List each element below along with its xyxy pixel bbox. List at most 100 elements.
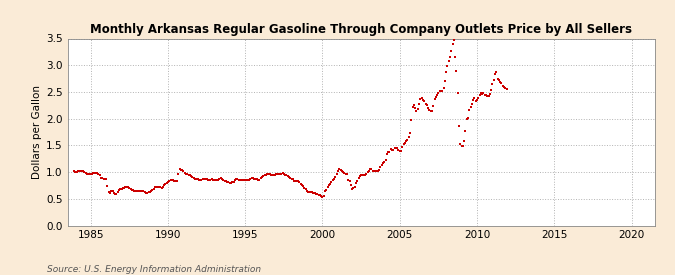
Point xyxy=(431,95,441,99)
Point xyxy=(377,163,387,167)
Point xyxy=(167,178,178,183)
Point xyxy=(364,167,375,171)
Point xyxy=(126,187,137,192)
Point xyxy=(98,177,109,181)
Point xyxy=(186,174,196,179)
Point xyxy=(308,190,319,195)
Point xyxy=(443,59,454,64)
Point xyxy=(201,177,212,182)
Point xyxy=(320,189,331,193)
Point xyxy=(230,178,240,183)
Point xyxy=(263,172,274,176)
Point xyxy=(160,182,171,186)
Point xyxy=(397,144,408,149)
Point xyxy=(293,179,304,184)
Point xyxy=(190,177,200,181)
Point xyxy=(83,172,94,176)
Point xyxy=(330,174,341,179)
Point xyxy=(153,185,163,190)
Point xyxy=(285,175,296,180)
Point xyxy=(245,176,256,181)
Point xyxy=(300,187,311,191)
Point xyxy=(462,115,473,120)
Point xyxy=(459,139,470,144)
Point xyxy=(219,178,230,183)
Point xyxy=(353,176,364,180)
Point xyxy=(389,146,400,151)
Point xyxy=(97,176,108,181)
Point xyxy=(137,189,148,193)
Point xyxy=(454,124,464,129)
Point xyxy=(96,175,107,180)
Point xyxy=(123,185,134,189)
Point xyxy=(71,169,82,174)
Point xyxy=(269,172,280,177)
Point xyxy=(385,147,396,151)
Point xyxy=(115,187,126,192)
Point xyxy=(153,185,164,189)
Point xyxy=(383,150,394,154)
Point xyxy=(357,173,368,177)
Point xyxy=(335,168,346,172)
Point xyxy=(187,175,198,180)
Point xyxy=(101,177,111,182)
Point xyxy=(333,169,344,173)
Point xyxy=(349,185,360,189)
Point xyxy=(358,173,369,177)
Point xyxy=(109,191,119,195)
Text: Source: U.S. Energy Information Administration: Source: U.S. Energy Information Administ… xyxy=(47,265,261,274)
Point xyxy=(252,177,263,182)
Point xyxy=(170,179,181,183)
Point xyxy=(451,68,462,73)
Point xyxy=(423,106,433,111)
Point xyxy=(298,184,308,189)
Point xyxy=(435,89,446,93)
Point xyxy=(406,118,416,123)
Point xyxy=(429,97,440,101)
Point xyxy=(238,178,249,183)
Point xyxy=(294,180,304,185)
Point xyxy=(433,91,443,95)
Point xyxy=(116,187,127,191)
Point xyxy=(432,93,443,97)
Point xyxy=(310,192,321,196)
Point xyxy=(218,178,229,182)
Point xyxy=(180,171,190,175)
Point xyxy=(286,176,297,181)
Point xyxy=(133,188,144,193)
Point xyxy=(344,178,355,183)
Point xyxy=(312,192,323,196)
Point xyxy=(119,186,130,190)
Point xyxy=(445,55,456,60)
Point xyxy=(279,172,290,176)
Point xyxy=(348,186,359,190)
Point xyxy=(387,148,398,152)
Point xyxy=(282,174,293,178)
Point xyxy=(442,64,453,68)
Point xyxy=(491,70,502,74)
Point xyxy=(208,178,219,182)
Point xyxy=(393,147,404,152)
Point xyxy=(373,168,383,173)
Point xyxy=(136,189,146,193)
Point xyxy=(450,55,460,59)
Point xyxy=(155,185,165,190)
Point xyxy=(456,144,467,148)
Point xyxy=(392,146,402,150)
Point xyxy=(408,103,419,107)
Point xyxy=(394,149,405,153)
Point xyxy=(151,185,162,189)
Point xyxy=(481,93,491,98)
Point xyxy=(271,172,281,177)
Point xyxy=(177,168,188,172)
Point xyxy=(173,172,184,176)
Point xyxy=(446,49,457,54)
Point xyxy=(236,178,247,183)
Point xyxy=(493,78,504,82)
Point xyxy=(90,171,101,175)
Point xyxy=(225,181,236,185)
Point xyxy=(117,186,128,191)
Point xyxy=(273,172,284,176)
Point xyxy=(329,176,340,181)
Point xyxy=(207,177,217,182)
